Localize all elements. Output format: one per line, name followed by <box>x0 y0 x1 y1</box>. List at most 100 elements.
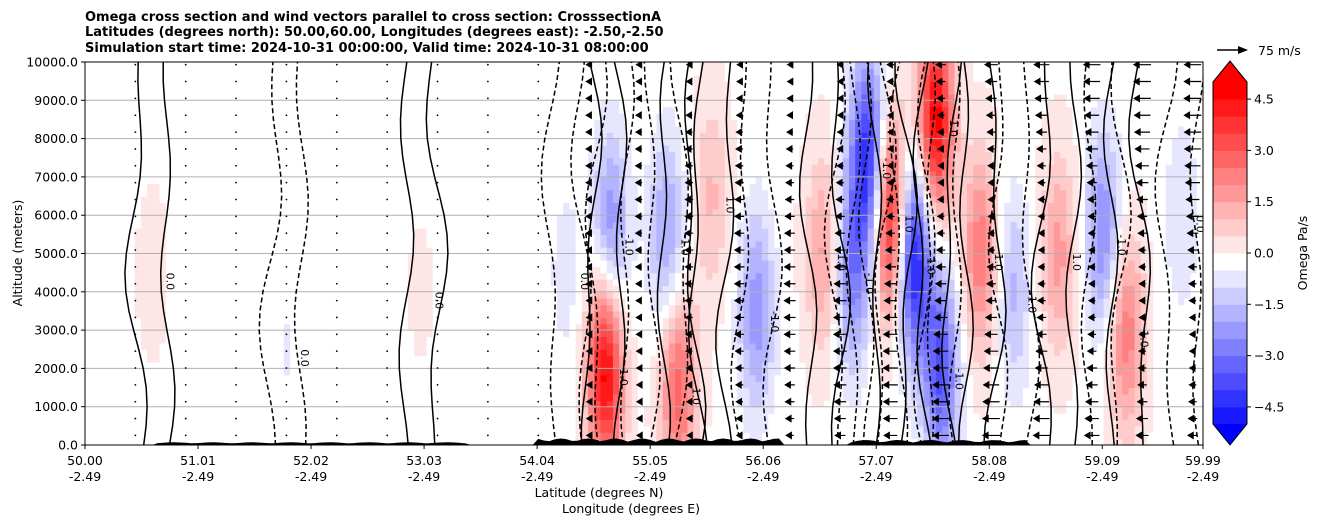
omega-cell <box>277 68 285 76</box>
omega-cell <box>457 189 465 197</box>
omega-cell <box>85 164 92 172</box>
omega-cell <box>569 304 577 312</box>
omega-cell <box>575 208 583 216</box>
omega-cell <box>109 279 117 287</box>
omega-cell <box>289 272 297 280</box>
omega-cell <box>302 425 310 433</box>
omega-cell <box>327 425 335 433</box>
omega-cell <box>122 132 130 140</box>
omega-cell <box>532 100 540 108</box>
omega-cell <box>519 144 527 152</box>
omega-cell <box>476 272 484 280</box>
omega-cell <box>470 196 477 204</box>
omega-cell <box>227 113 235 121</box>
omega-cell <box>196 132 204 140</box>
omega-cell <box>203 285 210 293</box>
omega-cell <box>209 438 217 445</box>
omega-cell <box>178 93 185 101</box>
omega-cell <box>109 183 117 191</box>
omega-cell <box>345 132 353 140</box>
omega-cell <box>439 87 446 95</box>
omega-cell <box>463 138 471 146</box>
omega-cell <box>525 298 533 306</box>
omega-cell <box>178 355 185 363</box>
omega-cell <box>494 227 502 235</box>
omega-cell <box>178 291 185 299</box>
omega-cell <box>240 100 248 108</box>
omega-cell <box>184 74 192 82</box>
omega-cell <box>476 93 484 101</box>
omega-cell <box>147 413 154 421</box>
omega-cell <box>519 304 527 312</box>
omega-cell <box>426 202 434 210</box>
omega-cell <box>215 68 223 76</box>
omega-cell <box>525 144 533 152</box>
omega-cell <box>457 406 465 414</box>
omega-cell <box>240 247 248 255</box>
omega-cell <box>258 419 266 427</box>
omega-cell <box>128 355 136 363</box>
omega-cell <box>296 183 303 191</box>
omega-cell <box>519 113 527 121</box>
omega-cell <box>134 304 142 312</box>
omega-cell <box>122 157 130 165</box>
omega-cell <box>463 342 471 350</box>
omega-cell <box>401 362 409 369</box>
omega-cell <box>134 330 142 338</box>
omega-cell <box>153 259 161 267</box>
omega-cell <box>476 138 484 146</box>
omega-cell <box>339 208 347 216</box>
omega-cell <box>439 183 446 191</box>
omega-cell <box>352 304 359 312</box>
omega-cell <box>91 234 99 242</box>
omega-cell <box>283 368 291 376</box>
omega-cell <box>128 125 136 133</box>
omega-cell <box>134 157 142 165</box>
omega-cell <box>594 234 602 242</box>
omega-cell <box>147 336 154 344</box>
omega-cell <box>196 151 204 159</box>
omega-cell <box>321 400 328 408</box>
omega-cell <box>476 406 484 414</box>
omega-cell <box>302 87 310 95</box>
omega-cell <box>289 336 297 344</box>
omega-cell <box>407 68 415 76</box>
omega-cell <box>538 298 546 306</box>
omega-cell <box>283 68 291 76</box>
omega-cell <box>594 298 602 306</box>
omega-cell <box>153 291 161 299</box>
omega-cell <box>153 113 161 121</box>
omega-cell <box>389 362 397 369</box>
omega-cell <box>85 432 92 440</box>
omega-cell <box>296 170 303 178</box>
omega-cell <box>97 413 105 421</box>
omega-cell <box>246 259 254 267</box>
omega-cell <box>470 93 477 101</box>
omega-cell <box>376 196 384 204</box>
omega-cell <box>569 227 577 235</box>
omega-cell <box>134 164 142 172</box>
omega-cell <box>178 393 185 401</box>
omega-cell <box>594 355 602 363</box>
omega-cell <box>333 362 341 369</box>
omega-cell <box>246 266 254 274</box>
omega-cell <box>221 432 229 440</box>
omega-cell <box>494 113 502 121</box>
omega-cell <box>532 317 540 325</box>
omega-cell <box>557 349 564 357</box>
omega-cell <box>277 272 285 280</box>
omega-cell <box>557 227 564 235</box>
omega-cell <box>513 419 521 427</box>
omega-cell <box>581 323 589 331</box>
omega-cell <box>370 240 378 248</box>
omega-cell <box>494 221 502 229</box>
omega-cell <box>196 93 204 101</box>
omega-cell <box>209 100 217 108</box>
omega-cell <box>103 336 111 344</box>
omega-cell <box>153 336 161 344</box>
omega-cell <box>594 100 602 108</box>
omega-cell <box>221 227 229 235</box>
omega-cell <box>494 183 502 191</box>
omega-cell <box>488 438 496 445</box>
omega-cell <box>345 119 353 127</box>
